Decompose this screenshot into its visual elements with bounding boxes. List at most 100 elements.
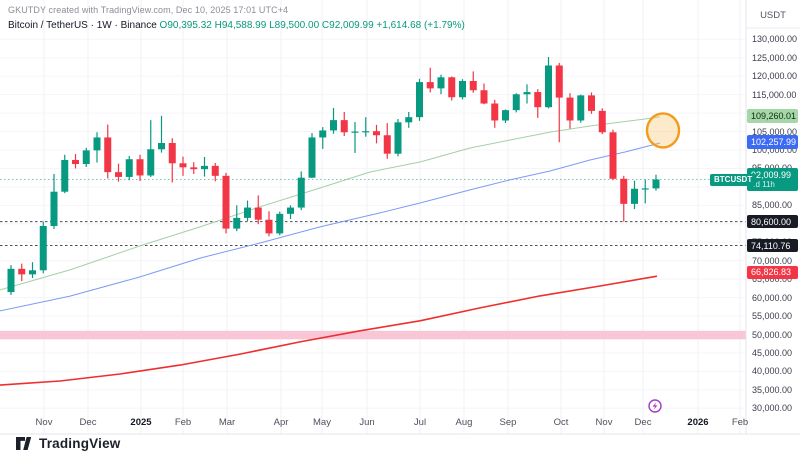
price-axis-badge: 66,826.83 [747,265,798,280]
x-axis-tick: Feb [174,417,192,428]
candle-body [577,95,585,121]
price-axis-badge: 102,257.99 [747,135,798,149]
candle-body [362,131,370,133]
candle-body [308,137,316,178]
candle-body [459,80,466,98]
candle-body [190,167,198,170]
candle-body [631,188,638,204]
candle-body [319,130,327,138]
candle-body [222,175,230,229]
candle-body [330,120,337,131]
candle-body [555,65,563,98]
candle-body [168,142,176,164]
highlight-circle-drawing[interactable] [645,112,681,149]
candle-body [469,80,477,91]
x-axis-tick: Sep [499,417,517,428]
candle-body [201,165,208,170]
candle-body [598,110,606,133]
y-axis-tick: 65,000.00 [752,274,793,285]
candle-body [93,137,101,151]
candle-body [115,172,122,177]
bar-countdown: 4d 11h [751,179,775,189]
x-axis-tick: Mar [218,417,236,428]
candle-body [82,150,90,165]
candle-body [50,191,58,227]
ma-blue[interactable] [0,142,661,312]
candle-body [652,179,660,189]
symbol-price-tag: BTCUSDT [710,173,757,186]
x-axis-tick: Jun [359,417,375,428]
tradingview-logo-icon [16,436,32,450]
candle-body [61,159,69,192]
change-value: +1,614.68 (+1.79%) [376,20,465,32]
candle-body [340,120,348,133]
symbol-title: Bitcoin / TetherUS · 1W · Binance [8,20,157,32]
y-axis-tick: 45,000.00 [752,348,793,358]
y-axis-tick: 55,000.00 [752,311,793,322]
x-axis-tick: Dec [634,417,652,428]
y-axis-tick: 70,000.00 [752,255,793,266]
symbol-ohlc-row: Bitcoin / TetherUS · 1W · Binance O90,39… [8,19,465,33]
candle-body [18,268,26,275]
candle-body [29,270,36,275]
x-axis-tick: Feb [731,417,749,428]
y-axis-tick: 30,000.00 [752,403,793,414]
y-axis-tick: 105,000.00 [752,126,798,137]
ma-green[interactable] [0,116,661,291]
candle-body [405,117,413,123]
y-axis-tick: 40,000.00 [752,366,793,377]
candle-body [534,92,542,108]
x-axis-tick: Jul [413,417,427,428]
candle-body [136,159,144,176]
x-axis-tick: 2025 [130,417,152,428]
candle-body [233,217,241,229]
candle-body [437,77,445,89]
price-axis-badge: 80,600.00 [747,215,798,229]
candle-body [373,131,380,136]
quote-currency-label[interactable]: USDT [760,10,786,21]
ohlc-value: H94,588.99 [214,20,270,32]
price-axis-badge: 92,009.99 4d 11h [747,168,798,191]
candle-body [512,94,520,111]
candle-body [104,137,112,173]
candle-body [641,188,649,190]
x-axis-tick: 2026 [687,417,709,428]
candle-body [7,268,15,293]
candle-body [502,110,509,121]
price-axis-badge: 109,260.01 [747,109,798,123]
x-axis-tick: Aug [455,417,473,428]
candle-body [211,165,219,176]
ohlc-value: C92,009.99 [321,20,377,32]
ohlc-value: O90,395.32 [159,20,215,32]
candle-body [523,92,531,95]
y-axis-tick: 125,000.00 [752,52,798,63]
y-axis-tick: 120,000.00 [752,71,798,82]
candle-body [287,207,294,214]
ohlc-value: L89,500.00 [269,20,322,32]
ohlc-values: O90,395.32 H94,588.99 L89,500.00 C92,009… [160,20,465,31]
candle-body [491,103,499,121]
candle-body [158,142,165,150]
candle-body [426,82,434,89]
candle-body [147,149,155,176]
candle-body [448,77,456,98]
candle-body [254,207,262,220]
x-axis-tick: Nov [595,417,613,428]
tradingview-logo-text: TradingView [39,436,121,451]
tradingview-logo[interactable]: TradingView [16,436,120,451]
y-axis-tick: 130,000.00 [752,34,798,45]
support-zone-band[interactable] [0,330,746,340]
candle-body [588,95,595,111]
y-axis-tick: 60,000.00 [752,292,793,303]
chart-header: GKUTDY created with TradingView.com, Dec… [8,4,465,33]
candle-body [394,122,402,154]
candle-body [609,132,617,179]
candle-body [179,163,187,168]
candle-body [416,82,423,118]
ma-red[interactable] [0,275,658,386]
y-axis-tick: 85,000.00 [752,200,793,211]
price-axis-badge: 74,110.76 [747,239,798,253]
candle-body [480,90,488,104]
